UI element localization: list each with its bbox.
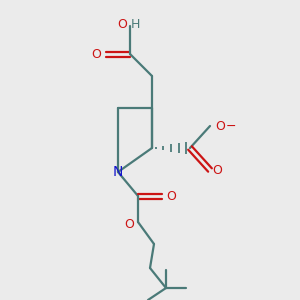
Text: O: O — [124, 218, 134, 232]
Text: O: O — [215, 119, 225, 133]
Text: H: H — [130, 17, 140, 31]
Text: O: O — [212, 164, 222, 176]
Text: −: − — [226, 119, 236, 133]
Text: O: O — [91, 47, 101, 61]
Text: O: O — [166, 190, 176, 202]
Text: O: O — [117, 17, 127, 31]
Text: N: N — [113, 165, 123, 179]
